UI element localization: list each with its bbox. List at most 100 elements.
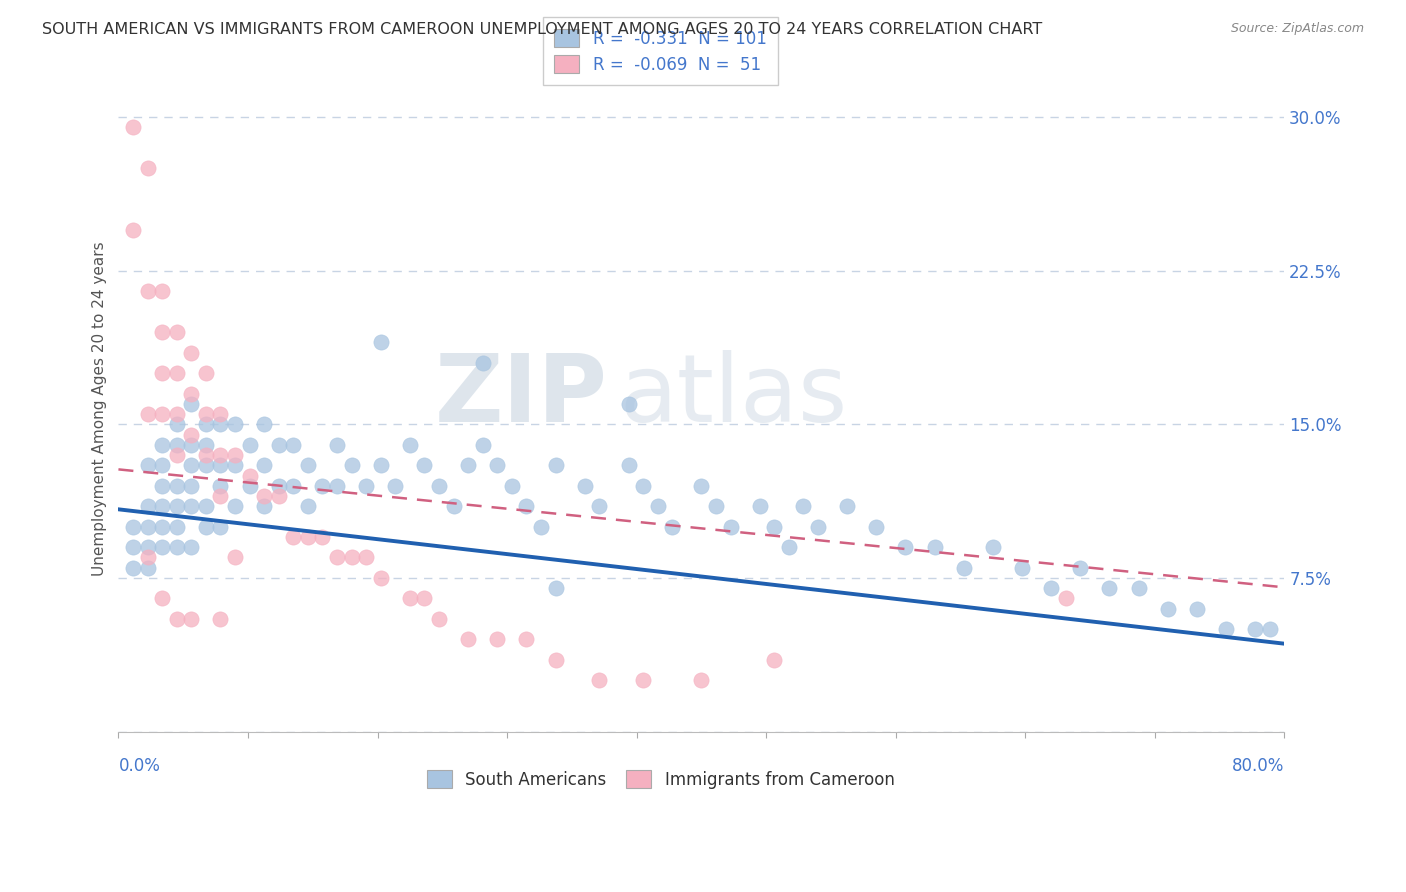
Point (427, 479, 450, 493)
Point (370, 335, 392, 350)
Point (150, 540, 173, 554)
Point (981, 540, 1004, 554)
Point (136, 560, 159, 574)
Point (180, 500, 202, 514)
Point (311, 530, 333, 544)
Point (194, 500, 217, 514)
Point (340, 458, 363, 473)
Point (180, 479, 202, 493)
Point (1185, 601, 1208, 615)
Point (194, 417, 217, 432)
Point (194, 366, 217, 380)
Point (326, 438, 349, 452)
Point (209, 489, 232, 503)
Point (267, 479, 290, 493)
Point (792, 500, 814, 514)
Point (1128, 581, 1150, 595)
Point (297, 530, 319, 544)
Point (1040, 581, 1063, 595)
Point (311, 479, 333, 493)
Point (150, 284, 173, 298)
Text: Source: ZipAtlas.com: Source: ZipAtlas.com (1230, 22, 1364, 36)
Point (166, 520, 188, 534)
Point (399, 591, 422, 606)
Point (166, 500, 188, 514)
Point (253, 417, 276, 432)
Point (122, 560, 145, 574)
Point (150, 438, 173, 452)
Point (166, 479, 188, 493)
Point (150, 458, 173, 473)
Point (690, 673, 713, 688)
Point (807, 520, 830, 534)
Point (588, 673, 610, 688)
Point (166, 448, 188, 462)
Point (283, 479, 305, 493)
Point (399, 438, 422, 452)
Point (209, 520, 232, 534)
Point (209, 417, 232, 432)
Point (894, 540, 917, 554)
Point (413, 458, 436, 473)
Point (267, 489, 290, 503)
Point (166, 612, 188, 626)
Point (194, 448, 217, 462)
Point (413, 591, 436, 606)
Point (224, 550, 246, 565)
Point (574, 479, 596, 493)
Legend: South Americans, Immigrants from Cameroon: South Americans, Immigrants from Cameroo… (415, 758, 905, 801)
Point (486, 632, 509, 647)
Text: 0.0%: 0.0% (118, 757, 160, 775)
Point (501, 479, 523, 493)
Point (239, 438, 262, 452)
Point (194, 458, 217, 473)
Point (370, 571, 392, 585)
Point (136, 458, 159, 473)
Point (136, 520, 159, 534)
Point (515, 500, 537, 514)
Text: atlas: atlas (620, 350, 848, 442)
Point (690, 479, 713, 493)
Point (166, 407, 188, 421)
Text: SOUTH AMERICAN VS IMMIGRANTS FROM CAMEROON UNEMPLOYMENT AMONG AGES 20 TO 24 YEAR: SOUTH AMERICAN VS IMMIGRANTS FROM CAMERO… (42, 22, 1042, 37)
Point (180, 427, 202, 442)
Point (166, 366, 188, 380)
Point (150, 366, 173, 380)
Point (136, 550, 159, 565)
Point (486, 458, 509, 473)
Point (122, 120, 145, 135)
Point (224, 417, 246, 432)
Point (209, 407, 232, 421)
Point (122, 223, 145, 237)
Point (1098, 581, 1121, 595)
Point (544, 458, 567, 473)
Point (544, 581, 567, 595)
Point (180, 438, 202, 452)
Point (150, 479, 173, 493)
Point (1258, 622, 1281, 636)
Point (150, 325, 173, 339)
Point (283, 438, 305, 452)
Point (924, 540, 946, 554)
Point (1054, 591, 1077, 606)
Point (166, 540, 188, 554)
Point (194, 438, 217, 452)
Point (835, 500, 858, 514)
Point (253, 500, 276, 514)
Y-axis label: Unemployment Among Ages 20 to 24 years: Unemployment Among Ages 20 to 24 years (93, 242, 107, 576)
Point (239, 468, 262, 483)
Point (748, 500, 770, 514)
Point (471, 438, 494, 452)
Point (180, 386, 202, 401)
Point (471, 356, 494, 370)
Point (136, 407, 159, 421)
Point (515, 632, 537, 647)
Point (122, 520, 145, 534)
Point (150, 591, 173, 606)
Point (209, 612, 232, 626)
Point (297, 458, 319, 473)
Point (530, 520, 553, 534)
Point (354, 550, 377, 565)
Point (1069, 560, 1091, 574)
Point (1244, 622, 1267, 636)
